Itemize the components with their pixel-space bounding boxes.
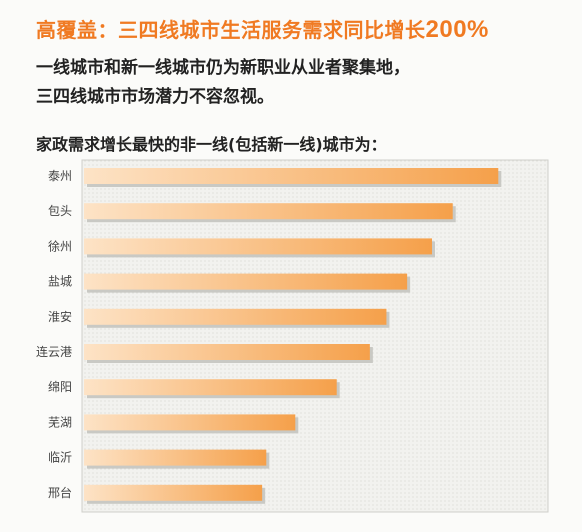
bar-盐城	[84, 273, 408, 290]
headline: 高覆盖：三四线城市生活服务需求同比增长200%	[36, 14, 576, 44]
headline-highlight: 200%	[425, 16, 489, 43]
bar-包头	[84, 203, 453, 220]
bar-徐州	[84, 238, 432, 255]
headline-text: 高覆盖：三四线城市生活服务需求同比增长	[36, 18, 426, 42]
category-label-淮安: 淮安	[48, 309, 72, 324]
bar-淮安	[84, 308, 387, 325]
category-label-邢台: 邢台	[48, 485, 72, 500]
category-label-芜湖: 芜湖	[48, 414, 72, 429]
category-label-临沂: 临沂	[48, 451, 72, 465]
category-label-泰州: 泰州	[48, 169, 72, 183]
bar-泰州	[84, 168, 499, 184]
bar-连云港	[84, 344, 370, 360]
category-label-徐州: 徐州	[48, 238, 72, 253]
bar-邢台	[84, 484, 263, 501]
bar-临沂	[84, 449, 267, 466]
category-label-绵阳: 绵阳	[48, 380, 72, 394]
chart-title: 家政需求增长最快的非一线(包括新一线)城市为：	[36, 135, 387, 154]
category-label-包头: 包头	[48, 204, 72, 218]
category-label-连云港: 连云港	[36, 344, 72, 359]
bar-绵阳	[84, 379, 337, 396]
category-label-盐城: 盐城	[48, 275, 72, 289]
subtitle-line-2: 三四线城市市场潜力不容忽视。	[36, 87, 274, 107]
bar-芜湖	[84, 414, 296, 431]
subtitle-line-1: 一线城市和新一线城市仍为新职业从业者聚集地，	[36, 58, 410, 78]
